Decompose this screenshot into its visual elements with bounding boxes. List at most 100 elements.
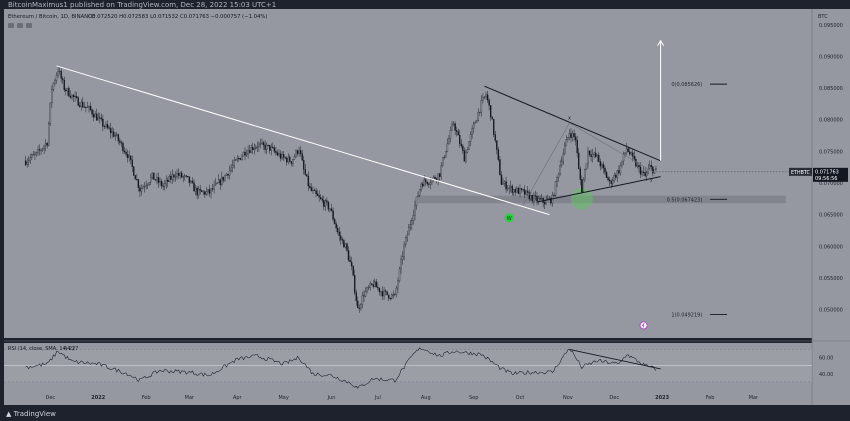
candle-body (58, 70, 61, 72)
candle-body (224, 175, 226, 181)
candle (40, 148, 42, 156)
candle (404, 236, 407, 248)
candle-body (329, 208, 331, 210)
candle-body (619, 165, 622, 174)
candle-body (173, 174, 175, 178)
candle-body (91, 109, 93, 115)
candle-body (275, 151, 277, 153)
candle-body (596, 154, 598, 157)
candle-body (109, 128, 112, 134)
candle (468, 141, 470, 150)
candle-body (60, 70, 62, 79)
rsi-tick-label: 40.00 (819, 372, 833, 378)
candle (633, 151, 636, 162)
candle-body (355, 292, 357, 302)
countdown-value: 09:56:56 (815, 176, 837, 182)
candle (412, 209, 415, 225)
candle (191, 177, 194, 184)
candle (34, 151, 36, 161)
tradingview-brand[interactable]: ▲ TradingView (6, 410, 56, 418)
candle (596, 154, 598, 163)
tradingview-logo-icon: ▲ (6, 410, 14, 418)
candle (403, 241, 405, 261)
candle-body (630, 152, 632, 155)
candle (624, 152, 626, 157)
candle-body (153, 172, 155, 180)
candle-body (445, 151, 447, 158)
candle (587, 146, 589, 169)
candle (26, 157, 28, 168)
candle (136, 173, 138, 181)
price-tick-label: 0.050000 (819, 308, 843, 314)
candle-body (79, 105, 81, 107)
rsi-trendline (569, 349, 661, 370)
candle (242, 151, 245, 157)
candle (360, 303, 362, 311)
candle (163, 179, 166, 191)
candle-body (150, 176, 152, 183)
candle (408, 223, 410, 236)
symbol-tag-label: ETHBTC (791, 170, 811, 176)
candle-body (511, 185, 513, 193)
candle-body (531, 194, 534, 202)
candle-body (137, 179, 140, 188)
candle (151, 172, 154, 180)
candle-body (238, 158, 240, 159)
candle (126, 149, 129, 163)
candle-body (316, 193, 319, 196)
candle-body (168, 176, 171, 183)
candle-body (568, 133, 571, 138)
candle-body (202, 191, 204, 193)
candle (304, 163, 306, 177)
candle-body (80, 101, 82, 107)
candle (340, 231, 342, 246)
candle-body (208, 189, 211, 194)
candle-body (43, 145, 45, 149)
candle-body (395, 287, 398, 295)
candle-body (233, 160, 235, 166)
candle (455, 126, 458, 137)
price-tick-label: 0.055000 (819, 276, 843, 282)
candle (289, 154, 291, 163)
candle-body (92, 113, 95, 118)
candle (29, 153, 31, 164)
candle-body (310, 187, 313, 191)
candle (187, 176, 189, 178)
candle-body (231, 164, 234, 169)
candle-body (367, 287, 370, 289)
candle (272, 142, 274, 149)
candle (562, 148, 564, 165)
candle (114, 132, 116, 141)
candle (117, 133, 120, 145)
candle (579, 166, 581, 185)
candle (463, 147, 466, 162)
candle (494, 131, 496, 143)
candle-body (573, 133, 575, 138)
candle (102, 114, 104, 132)
candle (361, 291, 364, 309)
candle (564, 142, 566, 156)
candle-body (218, 179, 220, 184)
candle (235, 158, 237, 161)
candle (387, 294, 390, 302)
candle-body (35, 152, 38, 155)
candle-body (516, 187, 518, 193)
candle-body (239, 158, 242, 160)
candle (167, 177, 169, 188)
descending-trendline (56, 65, 550, 216)
candle-body (471, 128, 473, 135)
candle (63, 76, 65, 92)
candle (392, 290, 395, 299)
candle-body (180, 172, 183, 178)
candle-body (527, 190, 529, 193)
candle (449, 126, 452, 143)
candle-body (94, 113, 96, 118)
candle (62, 76, 64, 85)
candle (539, 195, 541, 201)
candle-body (454, 123, 456, 131)
candle-body (530, 194, 532, 200)
candle (190, 180, 192, 184)
candle-body (377, 286, 379, 289)
candle-body (517, 187, 520, 194)
